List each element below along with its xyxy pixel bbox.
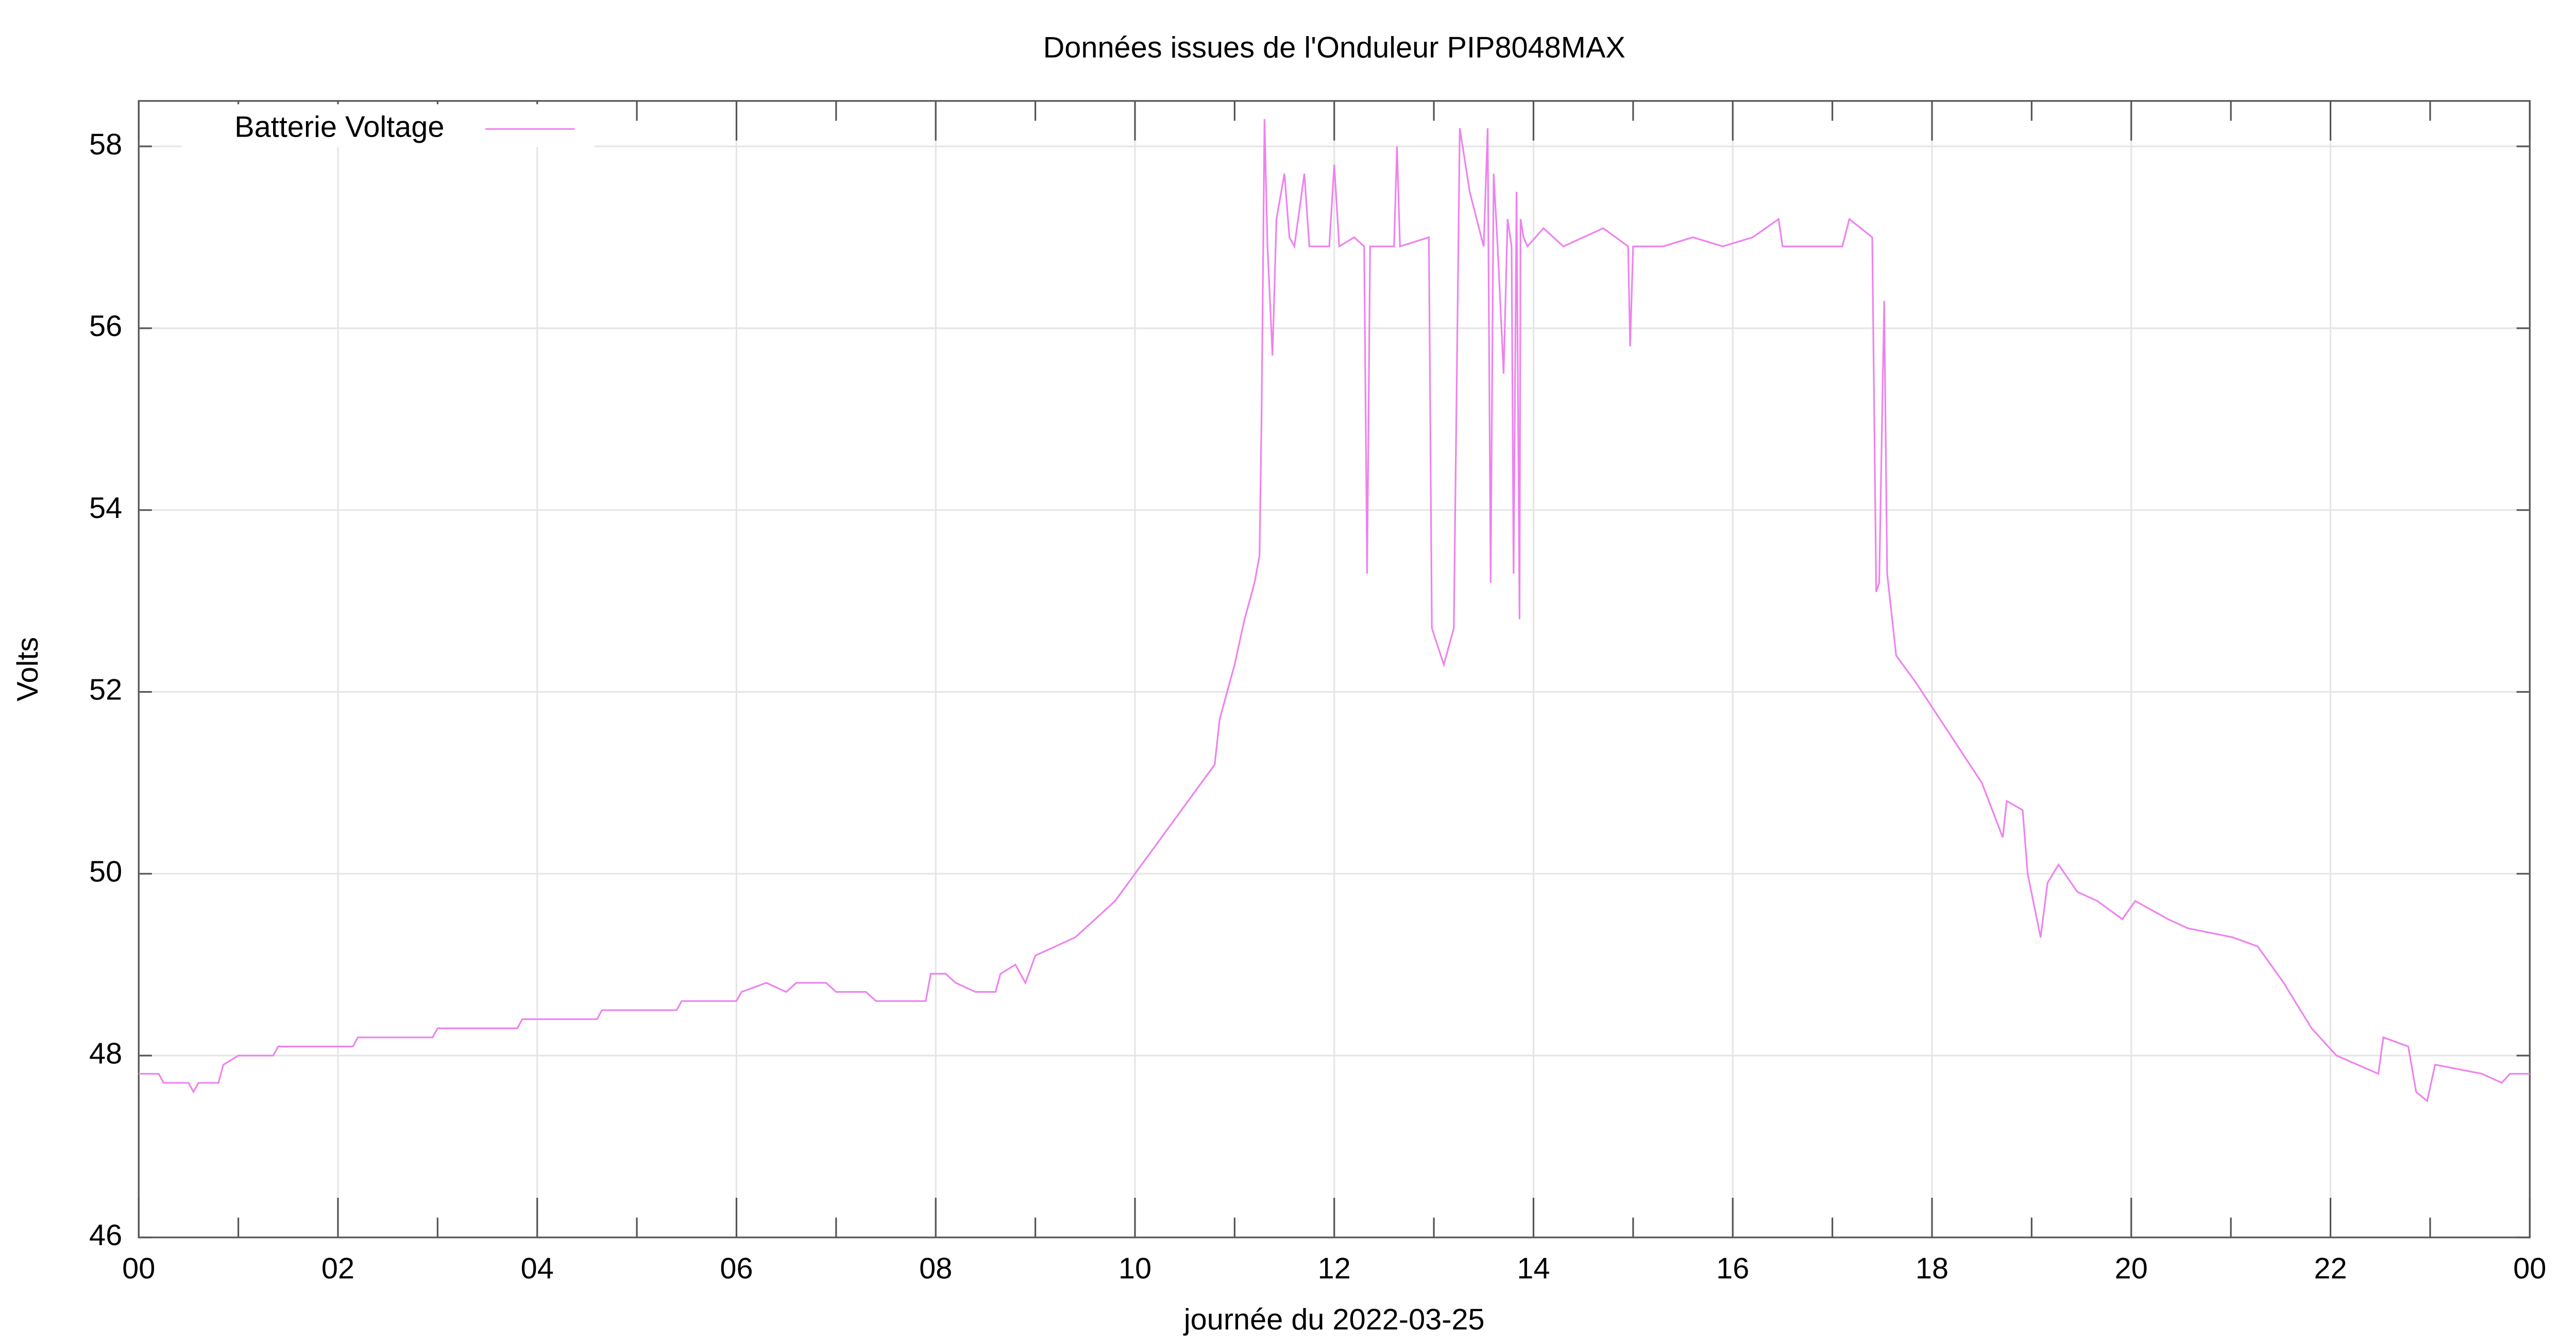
y-tick-label: 50 xyxy=(89,856,122,889)
plot-frame xyxy=(138,100,2531,1238)
y-tick-label: 54 xyxy=(89,492,122,525)
x-tick-label: 00 xyxy=(2513,1252,2546,1285)
x-tick-label: 08 xyxy=(919,1252,952,1285)
data-line xyxy=(139,119,2530,1103)
x-tick-label: 12 xyxy=(1318,1252,1351,1285)
x-tick-label: 06 xyxy=(720,1252,753,1285)
x-tick-label: 14 xyxy=(1517,1252,1550,1285)
y-axis-label: Volts xyxy=(11,637,44,701)
x-tick-label: 16 xyxy=(1716,1252,1749,1285)
x-tick-label: 00 xyxy=(122,1252,155,1285)
chart-title: Données issues de l'Onduleur PIP8048MAX xyxy=(1043,31,1625,64)
x-tick-label: 04 xyxy=(521,1252,554,1285)
x-tick-label: 02 xyxy=(321,1252,354,1285)
y-tick-label: 46 xyxy=(89,1219,122,1252)
y-tick-label: 48 xyxy=(89,1037,122,1070)
x-tick-label: 18 xyxy=(1916,1252,1948,1285)
y-tick-label: 52 xyxy=(89,674,122,707)
legend-label: Batterie Voltage xyxy=(234,111,444,144)
y-tick-label: 58 xyxy=(89,128,122,161)
x-axis-label: journée du 2022-03-25 xyxy=(1183,1303,1485,1336)
legend-box xyxy=(181,104,595,147)
y-tick-label: 56 xyxy=(89,310,122,343)
x-tick-label: 22 xyxy=(2314,1252,2347,1285)
x-tick-label: 20 xyxy=(2115,1252,2148,1285)
x-tick-label: 10 xyxy=(1118,1252,1151,1285)
